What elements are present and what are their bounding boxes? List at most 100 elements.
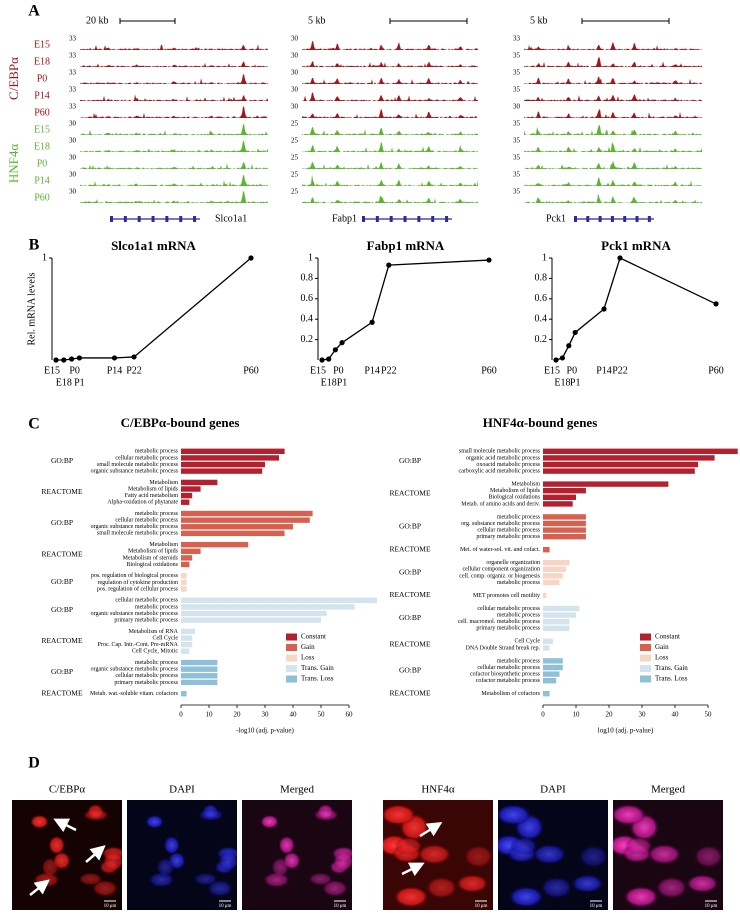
point — [386, 262, 392, 268]
scale-label: 10 μm — [590, 904, 603, 909]
point — [319, 357, 325, 363]
legend-swatch — [640, 633, 651, 641]
point — [566, 343, 572, 349]
term-label: small molecule metabolic process — [97, 462, 179, 468]
exon — [123, 216, 127, 222]
point — [111, 355, 118, 361]
group-label: REACTOME — [41, 688, 83, 697]
legend-label: Loss — [655, 654, 669, 662]
x-tick-label: P14 — [364, 365, 380, 376]
bar — [543, 605, 580, 612]
legend-label: Constant — [655, 633, 680, 641]
nucleus — [613, 804, 647, 826]
legend-swatch — [640, 665, 651, 672]
term-label: small molecule metabolic process — [459, 449, 541, 455]
signal-track — [524, 56, 702, 67]
track-max: 35 — [513, 52, 521, 60]
bar — [543, 514, 586, 520]
exon — [193, 216, 197, 222]
scale-label: 10 μm — [104, 904, 117, 909]
bar — [543, 678, 557, 684]
micrograph: 10 μm — [242, 800, 352, 910]
x-tick-label: P1 — [570, 377, 581, 388]
legend-label: Trans. Loss — [301, 675, 334, 683]
x-tick-label: 40 — [290, 711, 298, 719]
legend: Constant Gain Loss Trans. Gain Trans. Loss — [286, 633, 334, 683]
legend-swatch — [640, 644, 651, 651]
panel-letter: C — [28, 416, 40, 433]
nucleus — [30, 814, 49, 829]
bar — [543, 645, 550, 651]
nucleus — [425, 876, 458, 899]
micrograph: 10 μm — [613, 800, 723, 910]
term-label: regulation of cytokine production — [98, 579, 178, 586]
x-tick-label: P60 — [481, 365, 497, 376]
chart-title: Slco1a1 mRNA — [111, 238, 196, 253]
term-label: small molecule metabolic process — [97, 531, 179, 537]
track-max: 25 — [291, 120, 299, 128]
group-label: GO:BP — [399, 522, 421, 531]
track-max: 35 — [513, 171, 521, 179]
signal-track — [302, 141, 478, 152]
group-label: REACTOME — [389, 489, 431, 498]
group-label: REACTOME — [41, 549, 83, 558]
nucleus — [570, 874, 604, 893]
bar — [181, 541, 249, 548]
signal-track — [80, 141, 268, 152]
track-max: 35 — [513, 137, 521, 145]
point — [61, 357, 67, 363]
bar — [543, 560, 570, 566]
group-label: GO:BP — [399, 456, 421, 465]
bar — [181, 468, 263, 474]
bar — [181, 510, 313, 517]
x-tick-label: 10 — [573, 711, 581, 719]
y-tick-label: 1 — [42, 252, 47, 263]
bar — [181, 530, 285, 537]
x-tick-label: 50 — [705, 711, 713, 719]
track-max: 33 — [513, 35, 521, 43]
arrow — [85, 845, 106, 863]
nucleus — [393, 886, 429, 908]
arrow — [53, 818, 77, 833]
track-max: 30 — [69, 120, 77, 128]
track-max: 35 — [513, 154, 521, 162]
term-label: metabolic process — [497, 514, 541, 520]
track-max: 30 — [69, 188, 77, 196]
line — [321, 259, 490, 361]
x-tick-label: 10 — [206, 711, 214, 719]
bar — [181, 579, 187, 586]
nucleus — [217, 851, 237, 872]
bar — [543, 501, 573, 507]
exon — [574, 216, 577, 222]
group-label: REACTOME — [389, 590, 431, 599]
bar — [543, 448, 738, 454]
signal-track — [80, 74, 268, 84]
term-label: cellular metabolic process — [477, 527, 540, 533]
term-label: Cell Cycle, Mitotic — [132, 649, 178, 655]
bar — [181, 586, 187, 592]
legend-label: Trans. Loss — [655, 675, 688, 683]
point — [572, 329, 578, 336]
chart-title: C/EBPα-bound genes — [121, 415, 240, 430]
term-label: metabolic process — [497, 612, 541, 618]
bar — [543, 468, 695, 474]
bar — [181, 610, 327, 617]
legend-label: Constant — [301, 633, 326, 641]
bar — [543, 527, 586, 533]
scale-label: 10 μm — [705, 904, 718, 909]
term-label: metabolic process — [135, 449, 179, 455]
signal-track — [524, 141, 702, 152]
y-tick-label: 0.2 — [535, 334, 548, 345]
nucleus — [578, 845, 608, 869]
y-tick-label: 0.6 — [535, 293, 548, 304]
track-max: 33 — [69, 103, 77, 111]
y-axis-label: Rel. mRNA levels — [26, 272, 37, 345]
scale-label: 5 kb — [308, 15, 326, 26]
term-label: Metabolism — [149, 542, 178, 548]
legend-label: Loss — [301, 654, 315, 662]
track-max: 33 — [69, 69, 77, 77]
point — [69, 356, 75, 362]
term-label: DNA Double Strand break rep. — [466, 645, 541, 651]
group-label: GO:BP — [51, 667, 73, 676]
